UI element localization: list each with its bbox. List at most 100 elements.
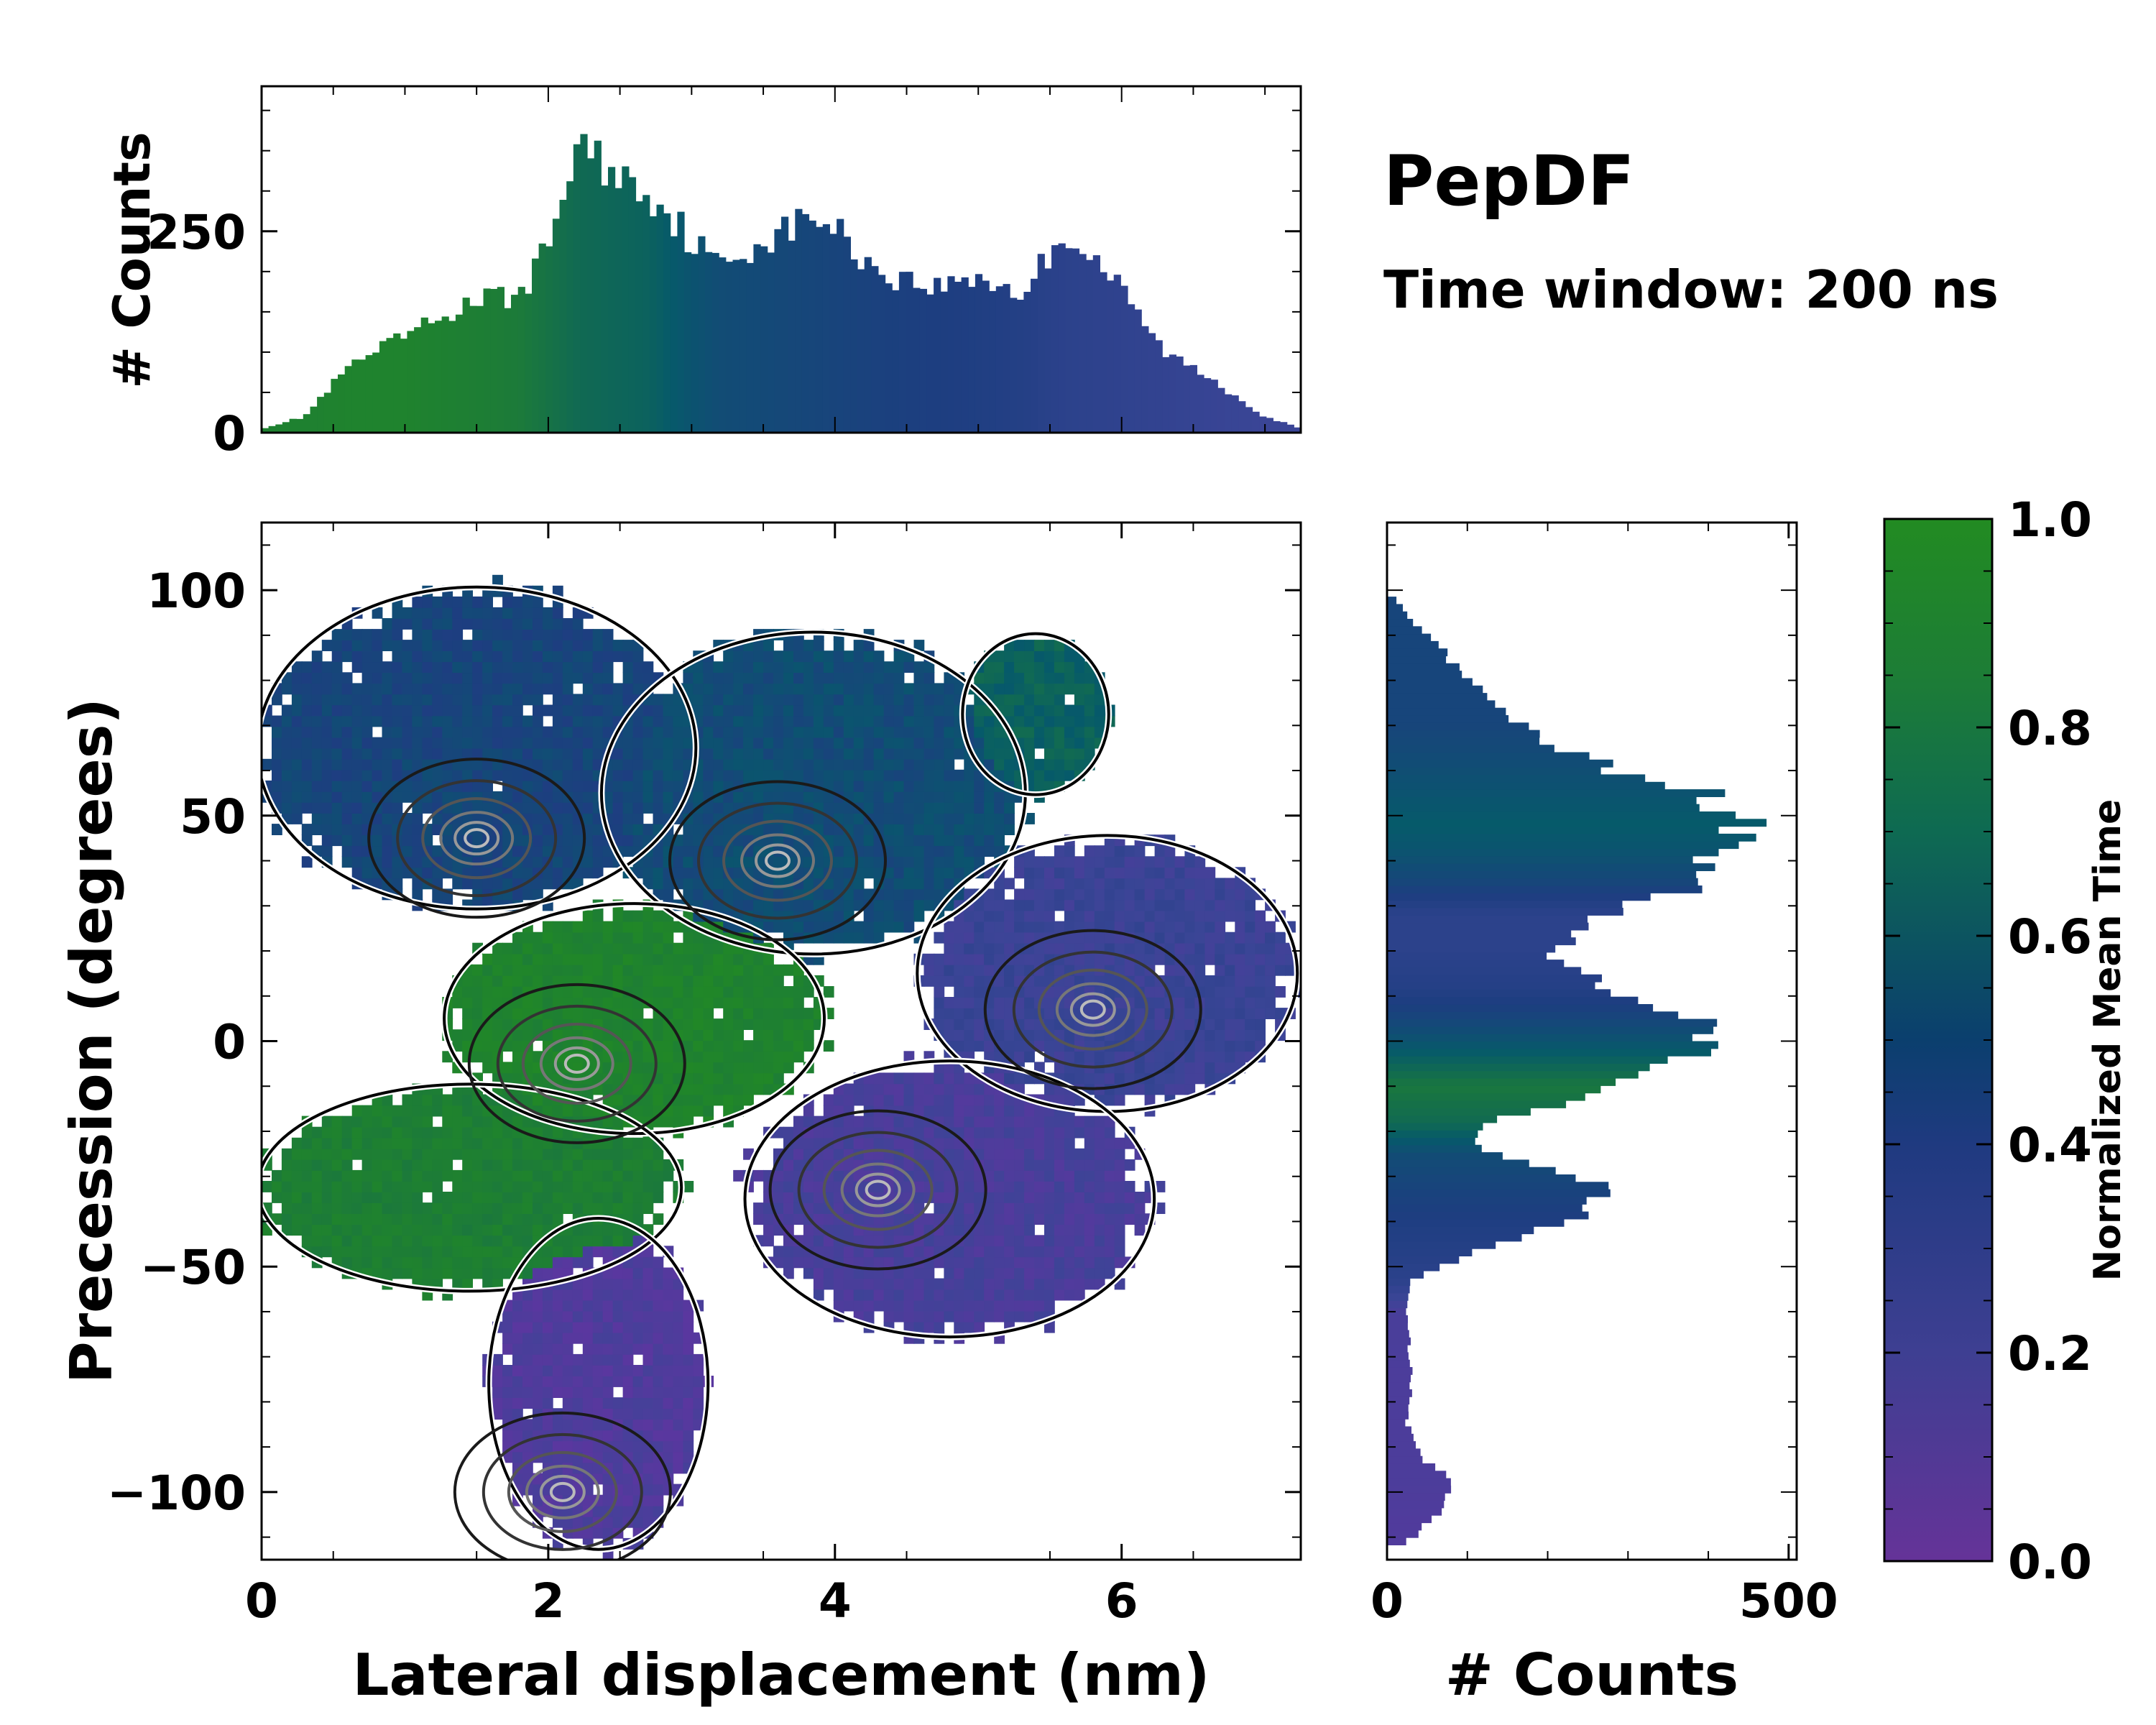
heatmap-cell (1004, 1300, 1015, 1312)
heatmap-cell (382, 1246, 393, 1258)
heatmap-cell (351, 640, 363, 651)
heatmap-cell (1094, 1159, 1105, 1171)
heatmap-cell (693, 1365, 704, 1376)
heatmap-cell (1004, 997, 1015, 1008)
heatmap-cell (994, 910, 1005, 922)
heatmap-cell (673, 1310, 684, 1322)
heatmap-cell (863, 899, 875, 911)
heatmap-cell (833, 856, 844, 868)
heatmap-cell (903, 1289, 915, 1301)
heatmap-cell (974, 824, 985, 835)
heatmap-cell (773, 1029, 784, 1041)
heatmap-cell (492, 1235, 503, 1247)
heatmap-cell (883, 769, 895, 781)
heatmap-cell (1104, 1256, 1115, 1269)
heatmap-cell (743, 986, 754, 998)
heatmap-cell (903, 1083, 915, 1095)
heatmap-cell (351, 802, 363, 814)
heatmap-cell (964, 1267, 975, 1279)
heatmap-cell (512, 737, 523, 749)
heatmap-cell (1064, 769, 1075, 781)
heatmap-cell (361, 758, 373, 770)
heatmap-cell (442, 1169, 453, 1182)
heatmap-cell (783, 650, 794, 663)
heatmap-cell (522, 683, 533, 695)
heatmap-cell (572, 1516, 584, 1528)
heatmap-cell (954, 802, 965, 814)
heatmap-cell (753, 1029, 764, 1041)
heatmap-cell (632, 921, 644, 933)
heatmap-cell (773, 1202, 784, 1214)
heatmap-cell (462, 758, 473, 770)
heatmap-cell (422, 640, 433, 651)
heatmap-cell (1104, 1051, 1115, 1063)
heatmap-cell (944, 1235, 955, 1247)
heatmap-cell (592, 953, 604, 965)
heatmap-cell (1104, 932, 1115, 944)
heatmap-cell (452, 1235, 464, 1247)
heatmap-cell (632, 650, 644, 663)
heatmap-cell (632, 1029, 644, 1041)
heatmap-cell (642, 1202, 654, 1214)
heatmap-cell (412, 834, 423, 847)
heatmap-cell (642, 726, 654, 738)
heatmap-cell (422, 1267, 433, 1279)
heatmap-cell (964, 1235, 975, 1247)
heatmap-cell (382, 1181, 393, 1192)
heatmap-cell (542, 726, 553, 738)
heatmap-cell (974, 1137, 985, 1149)
heatmap-cell (743, 899, 754, 911)
heatmap-cell (663, 1029, 674, 1041)
heatmap-cell (723, 1040, 734, 1052)
heatmap-cell (713, 975, 724, 987)
heatmap-cell (462, 737, 473, 749)
heatmap-cell (442, 704, 453, 717)
heatmap-cell (442, 1235, 453, 1247)
heatmap-cell (723, 769, 734, 781)
heatmap-cell (492, 574, 503, 586)
heatmap-cell (382, 769, 393, 781)
heatmap-cell (733, 694, 744, 706)
heatmap-cell (703, 1094, 714, 1106)
heatmap-cell (462, 813, 473, 824)
heatmap-cell (642, 1462, 654, 1474)
heatmap-cell (974, 921, 985, 933)
heatmap-cell (502, 683, 513, 695)
heatmap-cell (552, 997, 563, 1008)
heatmap-cell (1114, 1169, 1125, 1182)
heatmap-cell (893, 921, 905, 933)
heatmap-cell (582, 1494, 594, 1506)
heatmap-cell (1074, 1192, 1085, 1203)
heatmap-cell (783, 888, 794, 901)
heatmap-cell (843, 1300, 854, 1312)
heatmap-cell (713, 1072, 724, 1085)
heatmap-cell (713, 683, 724, 695)
heatmap-cell (763, 704, 774, 717)
heatmap-cell (372, 1105, 383, 1117)
heatmap-cell (1074, 758, 1085, 770)
heatmap-cell (1134, 1083, 1146, 1095)
heatmap-cell (472, 661, 483, 673)
heatmap-cell (552, 1159, 563, 1171)
heatmap-cell (1084, 1256, 1095, 1269)
heatmap-cell (803, 921, 814, 933)
heatmap-cell (602, 640, 614, 651)
heatmap-cell (562, 1181, 573, 1192)
heatmap-cell (763, 1083, 774, 1095)
heatmap-cell (622, 1008, 634, 1019)
heatmap-cell (954, 1256, 965, 1269)
heatmap-cell (903, 726, 915, 738)
heatmap-cell (1064, 1192, 1075, 1203)
heatmap-cell (843, 899, 854, 911)
heatmap-cell (663, 942, 674, 954)
heatmap-cell (361, 1256, 373, 1269)
heatmap-cell (602, 672, 614, 684)
heatmap-cell (994, 802, 1005, 814)
top-hist-bar (525, 293, 533, 433)
heatmap-cell (482, 986, 493, 998)
top-hist-bar (1003, 284, 1010, 433)
heatmap-cell (863, 1310, 875, 1322)
heatmap-cell (763, 791, 774, 803)
heatmap-cell (1114, 1202, 1125, 1214)
heatmap-cell (683, 726, 694, 738)
